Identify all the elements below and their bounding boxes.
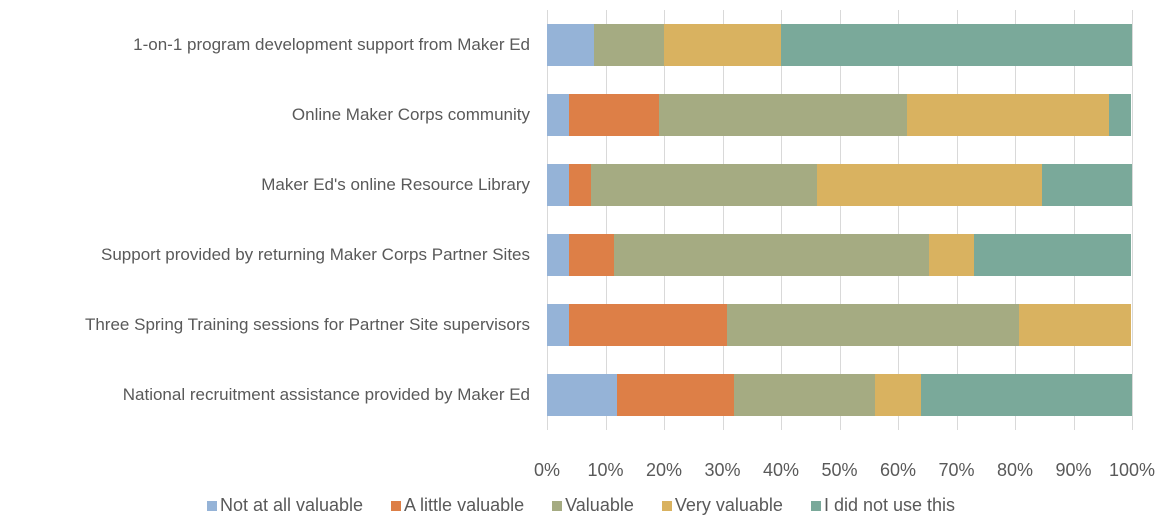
category-text: 1-on-1 program development support from …	[133, 35, 530, 54]
category-label: Three Spring Training sessions for Partn…	[85, 290, 530, 360]
category-text: National recruitment assistance provided…	[122, 385, 530, 404]
x-tick-label: 50%	[821, 460, 858, 480]
bar-segment	[569, 234, 615, 276]
bar-segment	[659, 94, 907, 136]
bar-segment	[593, 24, 664, 66]
bar-segment	[906, 94, 1110, 136]
category-text: Support provided by returning Maker Corp…	[101, 245, 530, 264]
bar-segment	[547, 24, 594, 66]
x-tick-label: 100%	[1108, 460, 1156, 480]
category-label: 1-on-1 program development support from …	[133, 10, 530, 80]
category-label: Support provided by returning Maker Corp…	[101, 220, 530, 290]
bar-segment	[569, 94, 660, 136]
bar-segment	[547, 94, 570, 136]
legend-swatch	[391, 500, 402, 511]
bar-segment	[734, 374, 875, 416]
category-label: Maker Ed's online Resource Library	[261, 150, 530, 220]
category-text: Online Maker Corps community	[291, 105, 530, 124]
legend-label: I did not use this	[823, 495, 956, 515]
legend-swatch	[552, 500, 563, 511]
bar-segment	[781, 24, 1132, 66]
x-tick-label: 20%	[645, 460, 683, 480]
legend-item: A little valuable	[391, 495, 524, 516]
bar-segment	[547, 234, 570, 276]
bar-segment	[1109, 94, 1132, 136]
legend-item: I did not use this	[810, 495, 956, 516]
bar-segment	[547, 164, 570, 206]
category-text: Three Spring Training sessions for Partn…	[84, 315, 530, 334]
bar-segment	[547, 374, 618, 416]
grid-line	[956, 10, 958, 430]
legend-item: Not at all valuable	[206, 495, 364, 516]
grid-line	[605, 10, 607, 430]
legend-swatch	[810, 500, 821, 511]
x-tick-label: 0%	[533, 460, 561, 480]
x-tick-label: 90%	[1055, 460, 1092, 480]
legend-label: A little valuable	[404, 495, 525, 515]
grid-line	[722, 10, 724, 430]
legend-swatch	[661, 500, 672, 511]
legend-item: Valuable	[552, 495, 634, 516]
bar-segment	[547, 304, 570, 346]
legend: Not at all valuable A little valuable Valu…	[0, 495, 1162, 516]
legend-item: Very valuable	[661, 495, 783, 516]
grid-line	[839, 10, 841, 430]
legend-label: Valuable	[565, 495, 634, 515]
grid-line	[1132, 10, 1133, 430]
grid-line	[1015, 10, 1016, 430]
bar-segment	[1041, 164, 1132, 206]
x-tick-label: 30%	[704, 460, 741, 480]
bar-segment	[614, 234, 929, 276]
grid-line	[781, 10, 782, 430]
grid-line	[898, 10, 899, 430]
legend-swatch	[206, 500, 217, 511]
bar-segment	[929, 234, 975, 276]
bar-segment	[617, 374, 735, 416]
bar-segment	[569, 164, 592, 206]
x-tick-label: 10%	[587, 460, 624, 480]
category-label: Online Maker Corps community	[292, 80, 530, 150]
bar-segment	[569, 304, 727, 346]
category-label: National recruitment assistance provided…	[123, 360, 530, 430]
legend-label: Not at all valuable	[219, 495, 364, 515]
bar-segment	[974, 234, 1132, 276]
bar-segment	[921, 374, 1132, 416]
legend-label: Very valuable	[674, 495, 783, 515]
x-tick-label: 60%	[879, 460, 917, 480]
x-tick-label: 40%	[762, 460, 800, 480]
category-text: Maker Ed's online Resource Library	[261, 175, 530, 194]
grid-line	[664, 10, 665, 430]
grid-line	[547, 10, 548, 430]
x-tick-label: 70%	[938, 460, 975, 480]
bar-segment	[1019, 304, 1132, 346]
grid-line	[1073, 10, 1075, 430]
bar-segment	[726, 304, 1020, 346]
bar-segment	[874, 374, 922, 416]
bar-segment	[816, 164, 1042, 206]
bar-segment	[591, 164, 817, 206]
bar-segment	[664, 24, 781, 66]
x-tick-label: 80%	[996, 460, 1034, 480]
